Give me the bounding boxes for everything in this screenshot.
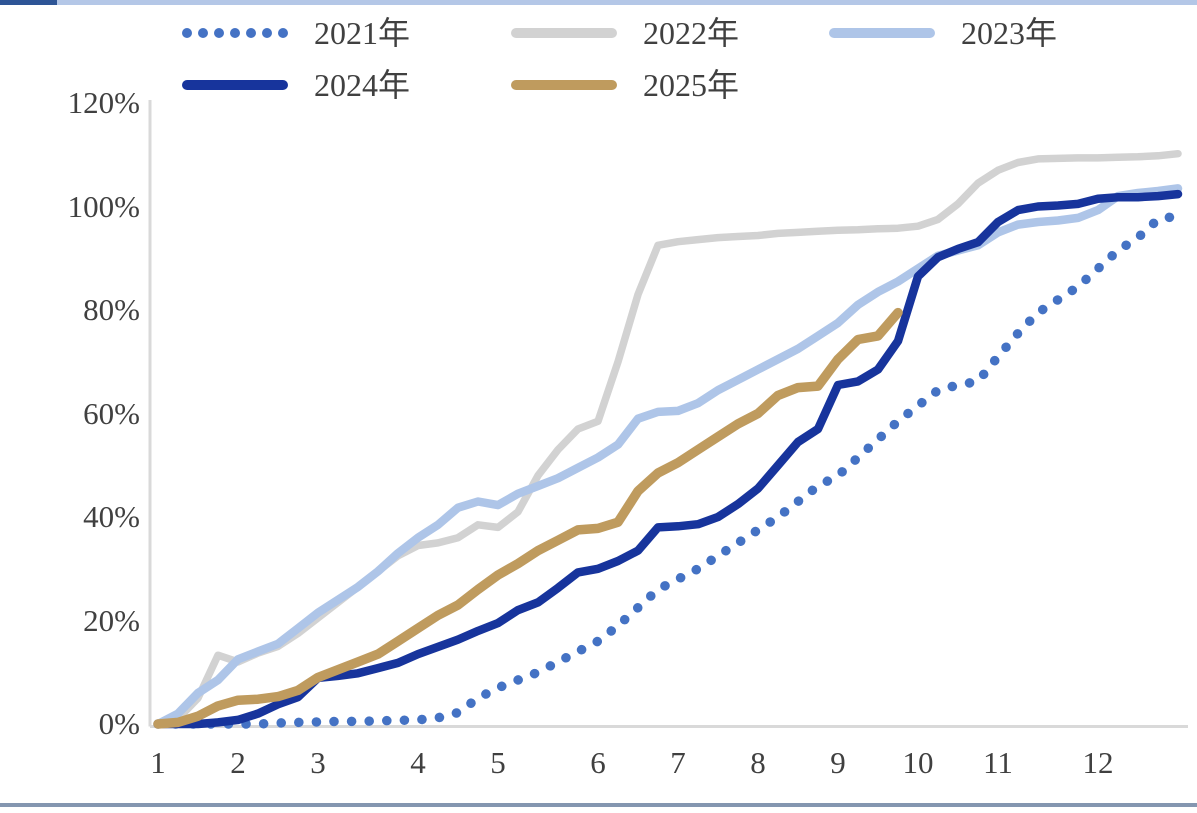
- legend-marker-line: [511, 80, 617, 90]
- legend-item-2022: 2022年: [511, 10, 739, 56]
- legend-row: 2024年 2025年: [0, 62, 1197, 108]
- legend-label: 2022年: [643, 15, 740, 51]
- top-border-bar: [0, 0, 1197, 5]
- series-line-2021: [153, 211, 1183, 729]
- legend-dot: [198, 28, 208, 38]
- y-tick-label: 20%: [83, 602, 140, 638]
- x-tick-label: 5: [490, 745, 506, 780]
- x-tick-label: 3: [310, 745, 326, 780]
- x-tick-label: 7: [670, 745, 686, 780]
- series-line-2025: [153, 307, 903, 729]
- x-tick-label: 10: [902, 745, 934, 780]
- legend-item-2021: 2021年: [182, 10, 410, 56]
- x-tick-label: 9: [830, 745, 846, 780]
- legend-dot: [278, 28, 288, 38]
- legend-dot: [246, 28, 256, 38]
- legend-label: 2021年: [314, 15, 411, 51]
- legend-marker-line: [511, 28, 617, 38]
- legend-marker-line: [182, 80, 288, 90]
- series-line-2022: [154, 149, 1182, 728]
- legend-label: 2025年: [643, 67, 740, 103]
- legend-label: 2024年: [314, 67, 411, 103]
- legend-row: 2021年 2022年 2023年: [0, 10, 1197, 56]
- x-tick-label: 1: [150, 745, 166, 780]
- legend-item-2024: 2024年: [182, 62, 410, 108]
- legend-dot: [230, 28, 240, 38]
- legend-label: 2023年: [961, 15, 1058, 51]
- legend-item-2025: 2025年: [511, 62, 739, 108]
- y-tick-label: 0%: [98, 706, 140, 741]
- x-tick-label: 8: [750, 745, 766, 780]
- y-tick-label: 60%: [83, 395, 140, 431]
- y-tick-label: 120%: [67, 85, 140, 120]
- x-tick-label: 12: [1082, 745, 1114, 780]
- series-line-2023: [153, 184, 1183, 729]
- y-tick-label: 40%: [83, 499, 140, 534]
- y-tick-label: 100%: [67, 188, 140, 224]
- legend-marker-line: [829, 28, 935, 38]
- legend-dot: [182, 28, 192, 38]
- top-border-accent: [0, 0, 57, 5]
- legend-dot: [262, 28, 272, 38]
- legend-marker-dotted-line: [182, 28, 288, 38]
- series-line-2024: [153, 189, 1183, 729]
- legend-dot: [214, 28, 224, 38]
- x-tick-label: 11: [983, 745, 1013, 780]
- legend-item-2023: 2023年: [829, 10, 1057, 56]
- bottom-border-bar: [0, 803, 1197, 807]
- x-tick-label: 4: [410, 745, 426, 780]
- x-tick-label: 2: [230, 745, 246, 780]
- x-tick-label: 6: [590, 745, 606, 780]
- y-tick-label: 80%: [83, 292, 140, 327]
